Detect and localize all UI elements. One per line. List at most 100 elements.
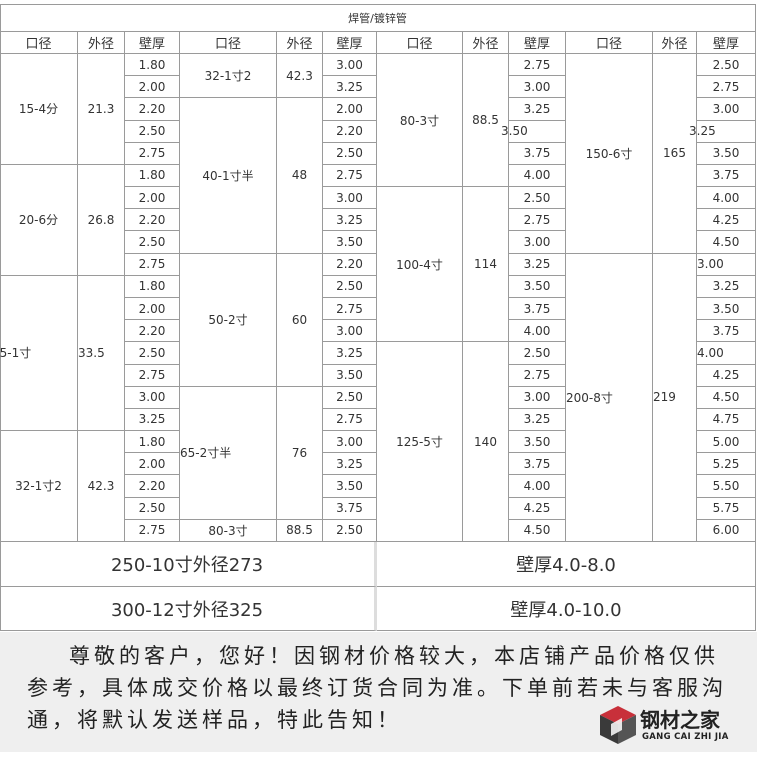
- wall-cell-text: 2.75: [138, 146, 166, 161]
- logo-name: 钢材之家: [640, 708, 720, 732]
- wall-cell-text: 1.80: [138, 57, 166, 72]
- header-text: 壁厚: [712, 37, 739, 52]
- wall-cell: 4.00: [509, 164, 566, 188]
- od-cell-text: 114: [474, 257, 497, 272]
- wall-cell: 4.25: [697, 364, 756, 387]
- wall-cell-text: 1.80: [138, 279, 166, 294]
- wall-cell-text: 4.50: [712, 235, 740, 250]
- wall-cell-text: 4.00: [523, 478, 551, 493]
- wall-cell: 2.50: [323, 275, 377, 298]
- footer-cell: 300-12寸外径325: [0, 587, 377, 631]
- size-cell-text: 40-1寸半: [202, 168, 254, 183]
- footer-cell-text: 300-12寸外径325: [110, 599, 264, 621]
- wall-cell: 2.75: [509, 209, 566, 232]
- header: 壁厚: [125, 32, 180, 54]
- wall-cell-text: 2.50: [336, 279, 363, 294]
- wall-cell: 1.80: [125, 275, 180, 298]
- title: 焊管/镀锌管: [0, 5, 756, 32]
- wall-cell-text: 3.25: [336, 79, 363, 94]
- wall-cell: 3.00: [509, 231, 566, 254]
- wall-cell: 3.00: [125, 386, 180, 409]
- wall-cell: 2.20: [125, 209, 180, 232]
- wall-cell: 3.75: [697, 164, 756, 188]
- wall-cell-text: 1.80: [138, 168, 166, 183]
- od-cell-text: 33.5: [78, 345, 105, 360]
- header: 壁厚: [697, 32, 756, 54]
- header-text: 壁厚: [523, 37, 550, 52]
- wall-cell-text: 3.75: [523, 456, 551, 471]
- wall-cell: 2.75: [125, 142, 180, 165]
- wall-cell-text: 3.25: [523, 101, 551, 116]
- size-cell-text: 20-6分: [18, 213, 59, 228]
- wall-cell: 2.20: [323, 120, 377, 143]
- wall-cell-text: 2.50: [336, 523, 363, 538]
- size-cell-text: 50-2寸: [208, 313, 248, 328]
- header-text: 外径: [661, 37, 688, 52]
- wall-cell: 5.00: [697, 431, 756, 454]
- od-cell: 88.5: [463, 54, 509, 188]
- wall-cell: 2.50: [509, 342, 566, 365]
- wall-cell-text: 2.00: [138, 190, 166, 205]
- header-text: 口径: [406, 37, 433, 52]
- wall-cell: 3.50: [509, 275, 566, 298]
- wall-cell: 2.75: [125, 364, 180, 387]
- wall-cell: 2.00: [125, 297, 180, 321]
- wall-cell-text: 2.00: [138, 301, 166, 316]
- footer-cell-text: 250-10寸外径273: [110, 555, 264, 576]
- wall-cell: 3.75: [323, 497, 377, 520]
- wall-cell: 3.00: [323, 54, 377, 77]
- wall-cell-text: 4.25: [712, 212, 740, 227]
- wall-cell-text: 2.50: [336, 146, 363, 161]
- wall-cell: 2.75: [697, 76, 756, 99]
- wall-cell: 6.00: [697, 519, 756, 542]
- wall-cell-text: 2.50: [336, 390, 363, 405]
- wall-cell: 3.75: [509, 453, 566, 476]
- size-cell-text: 100-4寸: [396, 257, 443, 272]
- header-text: 口径: [214, 37, 241, 52]
- wall-cell: 4.25: [509, 497, 566, 520]
- wall-cell: 4.75: [697, 408, 756, 432]
- wall-cell-text: 2.75: [336, 412, 363, 427]
- wall-cell-text: 5.25: [712, 456, 740, 471]
- size-cell: 50-2寸: [180, 253, 277, 387]
- header-text: 口径: [595, 37, 622, 52]
- header-text: 壁厚: [336, 37, 363, 52]
- wall-cell: 5.75: [697, 497, 756, 520]
- wall-cell: 3.50: [697, 142, 756, 165]
- wall-cell: 3.25: [323, 453, 377, 476]
- wall-cell: 2.00: [125, 187, 180, 210]
- wall-cell: 3.00: [323, 320, 377, 343]
- od-cell-text: 26.8: [87, 212, 115, 227]
- wall-cell: 2.75: [323, 297, 377, 321]
- wall-cell: 4.50: [509, 519, 566, 542]
- header: 壁厚: [323, 32, 377, 54]
- wall-cell-text: 3.00: [523, 79, 551, 94]
- wall-cell: 2.75: [125, 253, 180, 276]
- wall-cell-text: 3.75: [523, 146, 551, 161]
- wall-cell: 3.25: [689, 120, 756, 143]
- wall-cell: 2.00: [323, 98, 377, 121]
- wall-cell-text: 3.00: [138, 390, 166, 405]
- wall-cell: 3.00: [323, 187, 377, 210]
- header: 口径: [0, 32, 78, 54]
- header: 外径: [463, 32, 509, 54]
- wall-cell: 2.75: [323, 164, 377, 188]
- wall-cell: 2.20: [125, 475, 180, 498]
- wall-cell: 4.25: [697, 209, 756, 232]
- wall-cell: 3.00: [509, 76, 566, 99]
- footer-cell: 壁厚4.0-8.0: [377, 542, 756, 587]
- wall-cell: 2.75: [509, 54, 566, 77]
- wall-cell-text: 2.00: [138, 456, 166, 471]
- wall-cell-text: 2.20: [336, 257, 363, 272]
- wall-cell-text: 2.50: [138, 235, 166, 250]
- wall-cell-text: 4.50: [523, 523, 551, 538]
- wall-cell-text: 3.00: [523, 390, 551, 405]
- wall-cell-text: 3.00: [336, 57, 363, 72]
- wall-cell: 4.50: [697, 386, 756, 409]
- wall-cell-text: 5.50: [712, 478, 740, 493]
- wall-cell: 3.75: [509, 297, 566, 321]
- header-text: 外径: [87, 37, 114, 52]
- wall-cell-text: 3.25: [336, 212, 363, 227]
- wall-cell: 3.00: [697, 253, 756, 276]
